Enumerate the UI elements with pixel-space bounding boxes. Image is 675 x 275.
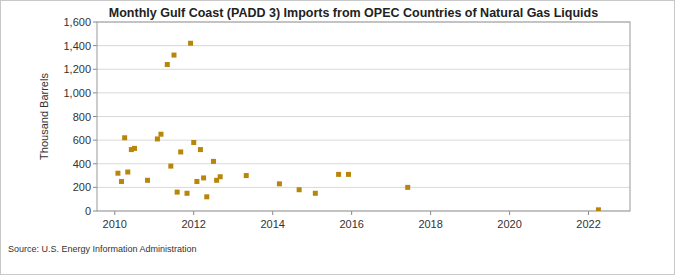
point — [185, 191, 190, 196]
grid-line — [97, 92, 630, 93]
grid-line — [97, 163, 630, 164]
point — [297, 187, 302, 192]
tick-label: 200 — [73, 181, 91, 193]
grid-line — [97, 187, 630, 188]
point — [218, 174, 223, 179]
point — [191, 140, 196, 145]
tick — [93, 140, 97, 141]
tick-label: 2018 — [418, 218, 442, 230]
point — [346, 172, 351, 177]
tick-label: 600 — [73, 134, 91, 146]
tick — [93, 187, 97, 188]
point — [119, 179, 124, 184]
tick-label: 1,400 — [63, 40, 91, 52]
point — [201, 175, 206, 180]
tick — [93, 211, 97, 212]
tick-label: 1,600 — [63, 16, 91, 28]
tick — [272, 211, 273, 215]
point — [122, 135, 127, 140]
point — [211, 159, 216, 164]
tick — [509, 211, 510, 215]
tick-label: 2010 — [103, 218, 127, 230]
point — [155, 136, 160, 141]
title: Monthly Gulf Coast (PADD 3) Imports from… — [109, 6, 598, 20]
tick-label: 2014 — [260, 218, 284, 230]
point — [115, 171, 120, 176]
tick — [193, 211, 194, 215]
axis-label: Thousand Barrels — [38, 73, 50, 160]
chart: Monthly Gulf Coast (PADD 3) Imports from… — [0, 0, 675, 275]
tick — [93, 22, 97, 23]
border — [1, 1, 675, 275]
grid-line — [97, 116, 630, 117]
tick-label: 1,000 — [63, 87, 91, 99]
grid-line — [97, 140, 630, 141]
point — [125, 170, 130, 175]
tick — [351, 211, 352, 215]
point — [188, 41, 193, 46]
point — [165, 62, 170, 67]
plot-frame — [97, 22, 630, 211]
tick-label: 400 — [73, 158, 91, 170]
point — [198, 147, 203, 152]
point — [204, 194, 209, 199]
tick — [93, 116, 97, 117]
point — [132, 146, 137, 151]
tick-label: 2012 — [181, 218, 205, 230]
tick-label: 2022 — [576, 218, 600, 230]
point — [175, 190, 180, 195]
tick-label: 800 — [73, 111, 91, 123]
grid-line — [97, 45, 630, 46]
point — [178, 149, 183, 154]
point — [596, 207, 601, 211]
tick — [114, 211, 115, 215]
tick — [93, 45, 97, 46]
point — [158, 132, 163, 137]
point — [405, 185, 410, 190]
tick — [588, 211, 589, 215]
grid-line — [97, 69, 630, 70]
point — [277, 181, 282, 186]
point — [145, 178, 150, 183]
tick-label: 0 — [85, 205, 91, 217]
tick — [93, 69, 97, 70]
point — [313, 191, 318, 196]
tick — [430, 211, 431, 215]
tick-label: 2020 — [497, 218, 521, 230]
tick-label: 2016 — [339, 218, 363, 230]
tick-label: 1,200 — [63, 63, 91, 75]
point — [336, 172, 341, 177]
point — [194, 179, 199, 184]
tick — [93, 163, 97, 164]
points — [115, 41, 600, 211]
point — [168, 164, 173, 169]
point — [244, 173, 249, 178]
tick — [93, 92, 97, 93]
source: Source: U.S. Energy Information Administ… — [8, 244, 197, 254]
point — [171, 53, 176, 58]
